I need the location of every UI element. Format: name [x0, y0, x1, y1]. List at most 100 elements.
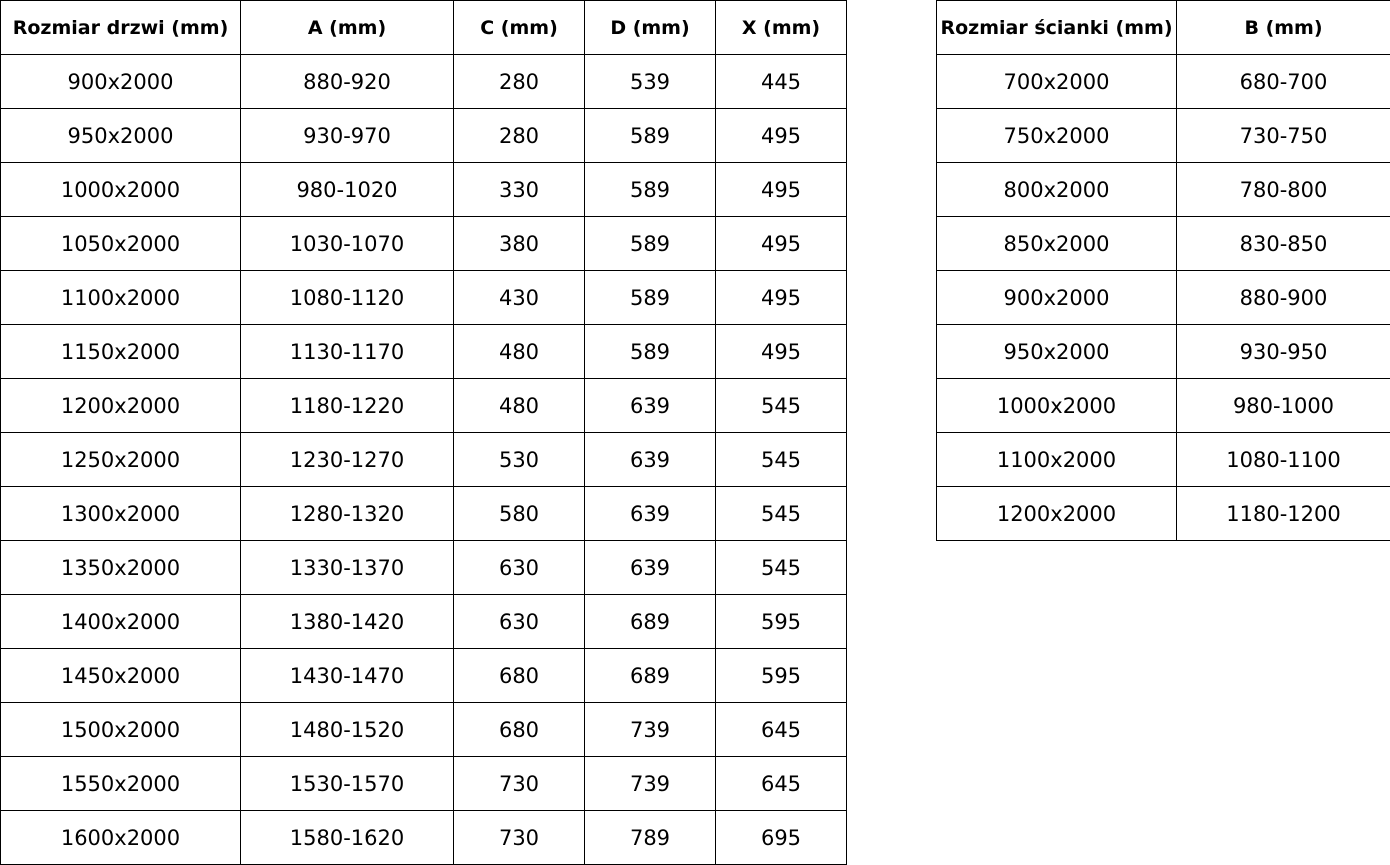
header-row: Rozmiar drzwi (mm) A (mm) C (mm) D (mm) X (m… — [0, 0, 847, 55]
table-cell: 1100x2000 — [0, 270, 241, 325]
table-row: 1000x2000 980-1020 330 589 495 — [0, 162, 847, 217]
table-row: 750x2000 730-750 — [936, 108, 1390, 163]
table-cell: 639 — [584, 540, 716, 595]
door-size-table: Rozmiar drzwi (mm) A (mm) C (mm) D (mm) X (m… — [0, 0, 847, 865]
table-cell: 680-700 — [1176, 54, 1390, 109]
column-header: B (mm) — [1176, 0, 1390, 55]
table-cell: 1000x2000 — [0, 162, 241, 217]
table-cell: 1130-1170 — [240, 324, 454, 379]
column-header: A (mm) — [240, 0, 454, 55]
table-cell: 495 — [715, 108, 847, 163]
column-header: Rozmiar ścianki (mm) — [936, 0, 1177, 55]
table-cell: 700x2000 — [936, 54, 1177, 109]
table-cell: 595 — [715, 594, 847, 649]
column-header: Rozmiar drzwi (mm) — [0, 0, 241, 55]
table-cell: 1430-1470 — [240, 648, 454, 703]
table-cell: 495 — [715, 216, 847, 271]
table-cell: 330 — [453, 162, 585, 217]
column-header: X (mm) — [715, 0, 847, 55]
table-cell: 950x2000 — [0, 108, 241, 163]
table-row: 900x2000 880-920 280 539 445 — [0, 54, 847, 109]
table-row: 1000x2000 980-1000 — [936, 378, 1390, 433]
table-cell: 645 — [715, 702, 847, 757]
table-cell: 1000x2000 — [936, 378, 1177, 433]
table-cell: 1450x2000 — [0, 648, 241, 703]
table-cell: 800x2000 — [936, 162, 1177, 217]
table-cell: 495 — [715, 270, 847, 325]
table-cell: 280 — [453, 54, 585, 109]
table-cell: 1300x2000 — [0, 486, 241, 541]
table-cell: 689 — [584, 648, 716, 703]
table-cell: 589 — [584, 108, 716, 163]
table-cell: 1580-1620 — [240, 810, 454, 865]
table-cell: 1350x2000 — [0, 540, 241, 595]
table-cell: 1030-1070 — [240, 216, 454, 271]
table-row: 1200x2000 1180-1220 480 639 545 — [0, 378, 847, 433]
table-cell: 980-1020 — [240, 162, 454, 217]
table-cell: 545 — [715, 486, 847, 541]
table-cell: 1380-1420 — [240, 594, 454, 649]
table-cell: 645 — [715, 756, 847, 811]
table-cell: 1250x2000 — [0, 432, 241, 487]
table-row: 1400x2000 1380-1420 630 689 595 — [0, 594, 847, 649]
table-cell: 1530-1570 — [240, 756, 454, 811]
table-row: 1100x2000 1080-1120 430 589 495 — [0, 270, 847, 325]
wall-size-table: Rozmiar ścianki (mm) B (mm) 700x2000 680-7… — [936, 0, 1390, 541]
table-cell: 480 — [453, 378, 585, 433]
table-cell: 780-800 — [1176, 162, 1390, 217]
table-cell: 480 — [453, 324, 585, 379]
header-row: Rozmiar ścianki (mm) B (mm) — [936, 0, 1390, 55]
table-cell: 539 — [584, 54, 716, 109]
table-cell: 730 — [453, 756, 585, 811]
table-cell: 589 — [584, 162, 716, 217]
table-row: 900x2000 880-900 — [936, 270, 1390, 325]
table-cell: 1600x2000 — [0, 810, 241, 865]
table-cell: 545 — [715, 378, 847, 433]
table-cell: 495 — [715, 162, 847, 217]
table-cell: 630 — [453, 594, 585, 649]
table-cell: 739 — [584, 756, 716, 811]
table-row: 950x2000 930-950 — [936, 324, 1390, 379]
table-cell: 589 — [584, 216, 716, 271]
table-cell: 280 — [453, 108, 585, 163]
table-cell: 980-1000 — [1176, 378, 1390, 433]
table-cell: 695 — [715, 810, 847, 865]
table-cell: 1100x2000 — [936, 432, 1177, 487]
table-row: 1450x2000 1430-1470 680 689 595 — [0, 648, 847, 703]
table-cell: 430 — [453, 270, 585, 325]
table-cell: 1550x2000 — [0, 756, 241, 811]
table-row: 1150x2000 1130-1170 480 589 495 — [0, 324, 847, 379]
table-row: 1350x2000 1330-1370 630 639 545 — [0, 540, 847, 595]
table-row: 1200x2000 1180-1200 — [936, 486, 1390, 541]
table-cell: 900x2000 — [0, 54, 241, 109]
table-cell: 589 — [584, 270, 716, 325]
table-cell: 1080-1120 — [240, 270, 454, 325]
table-cell: 589 — [584, 324, 716, 379]
table-cell: 1200x2000 — [936, 486, 1177, 541]
table-cell: 1180-1220 — [240, 378, 454, 433]
table-cell: 580 — [453, 486, 585, 541]
table-row: 1250x2000 1230-1270 530 639 545 — [0, 432, 847, 487]
table-cell: 689 — [584, 594, 716, 649]
table-row: 1500x2000 1480-1520 680 739 645 — [0, 702, 847, 757]
table-cell: 545 — [715, 432, 847, 487]
table-cell: 1150x2000 — [0, 324, 241, 379]
table-cell: 545 — [715, 540, 847, 595]
table-cell: 730 — [453, 810, 585, 865]
table-cell: 850x2000 — [936, 216, 1177, 271]
table-cell: 880-900 — [1176, 270, 1390, 325]
table-row: 1600x2000 1580-1620 730 789 695 — [0, 810, 847, 865]
table-cell: 1400x2000 — [0, 594, 241, 649]
table-row: 1550x2000 1530-1570 730 739 645 — [0, 756, 847, 811]
table-cell: 930-950 — [1176, 324, 1390, 379]
table-cell: 900x2000 — [936, 270, 1177, 325]
table-cell: 789 — [584, 810, 716, 865]
table-cell: 639 — [584, 432, 716, 487]
table-row: 850x2000 830-850 — [936, 216, 1390, 271]
table-cell: 750x2000 — [936, 108, 1177, 163]
table-row: 950x2000 930-970 280 589 495 — [0, 108, 847, 163]
table-cell: 495 — [715, 324, 847, 379]
table-cell: 445 — [715, 54, 847, 109]
table-cell: 380 — [453, 216, 585, 271]
table-cell: 630 — [453, 540, 585, 595]
